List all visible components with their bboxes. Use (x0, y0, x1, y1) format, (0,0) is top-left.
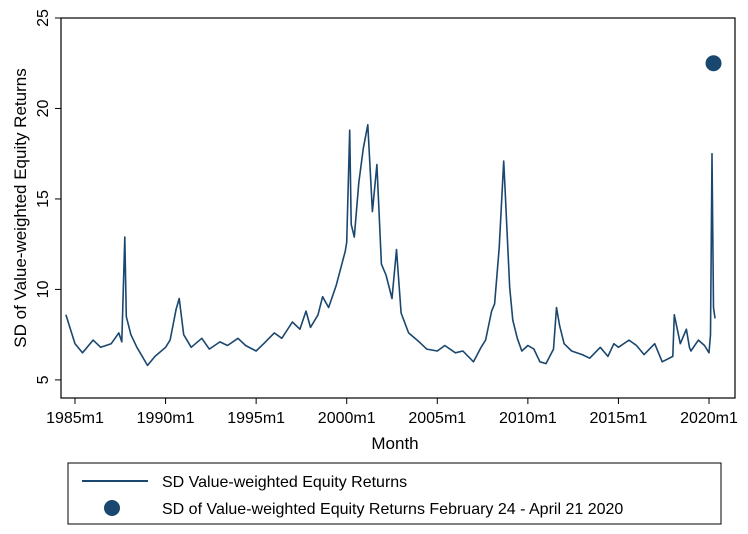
y-tick-label: 5 (35, 375, 52, 384)
y-axis: 5 10 15 20 25 (35, 9, 61, 384)
data-point-feb-apr-2020 (705, 55, 722, 72)
series-line-sd-value-weighted (65, 124, 716, 367)
plot-area (60, 17, 736, 399)
x-axis: 1985m1 1990m1 1995m1 2000m1 2005m1 2010m1 2015… (46, 398, 738, 427)
y-tick-label: 20 (35, 99, 52, 117)
x-tick-label: 2010m1 (499, 410, 557, 427)
x-axis-title: Month (371, 434, 418, 453)
legend-label-point: SD of Value-weighted Equity Returns Febr… (162, 501, 623, 518)
series-layer (65, 55, 722, 367)
legend-box (67, 462, 722, 525)
x-tick-label: 1985m1 (46, 410, 104, 427)
y-axis-title: SD of Value-weighted Equity Returns (11, 68, 30, 347)
x-tick-label: 2005m1 (408, 410, 466, 427)
legend-marker-swatch (104, 500, 120, 516)
legend: SD Value-weighted Equity Returns SD of V… (67, 462, 722, 525)
y-tick-label: 25 (35, 9, 52, 27)
legend-label-line: SD Value-weighted Equity Returns (162, 474, 407, 491)
x-tick-label: 2000m1 (318, 410, 376, 427)
x-tick-label: 2015m1 (590, 410, 648, 427)
y-tick-label: 10 (35, 280, 52, 298)
x-tick-label: 1990m1 (137, 410, 195, 427)
x-tick-label: 1995m1 (227, 410, 285, 427)
x-tick-label: 2020m1 (680, 410, 738, 427)
y-tick-label: 15 (35, 190, 52, 208)
